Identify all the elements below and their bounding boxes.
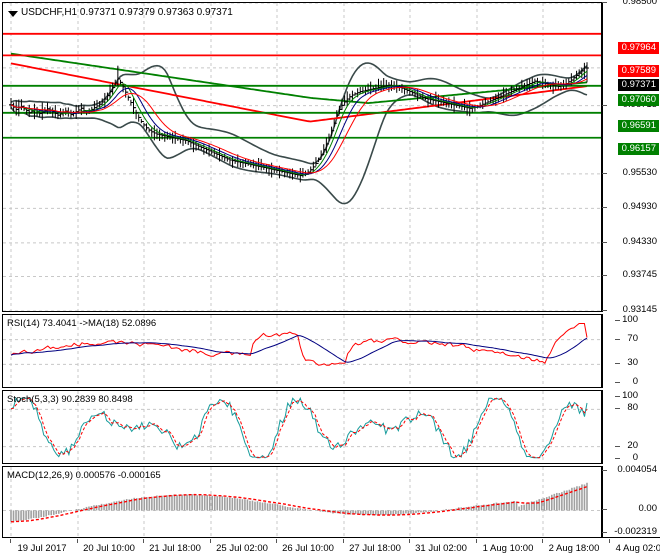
axis-tick xyxy=(602,104,607,106)
rsi-axis-label: 0 xyxy=(632,376,638,387)
axis-tick xyxy=(602,470,607,471)
time-axis-tick xyxy=(210,539,211,543)
symbol-header: USDCHF,H1 0.97371 0.97379 0.97363 0.9737… xyxy=(21,7,233,18)
axis-tick xyxy=(602,275,607,277)
axis-tick xyxy=(615,363,620,365)
rsi-plot xyxy=(3,315,601,387)
price-pane[interactable]: USDCHF,H1 0.97371 0.97379 0.97363 0.9737… xyxy=(2,2,602,312)
axis-tick xyxy=(602,172,607,174)
triangle-down-icon[interactable] xyxy=(8,11,18,17)
axis-tick xyxy=(615,320,620,321)
time-axis-label: 2 Aug 18:00 xyxy=(548,543,600,554)
macd-axis-label: 0.004054 xyxy=(617,464,657,475)
stochastic-chart-svg xyxy=(3,391,601,463)
price-axis-label: 0.93745 xyxy=(622,269,657,281)
time-axis-tick xyxy=(276,539,277,543)
axis-tick xyxy=(615,458,620,459)
time-axis-label: 26 Jul 10:00 xyxy=(282,543,334,554)
axis-tick xyxy=(615,338,620,340)
time-axis-tick xyxy=(409,539,410,543)
axis-tick xyxy=(615,445,620,447)
time-axis-tick xyxy=(143,539,144,543)
stochastic-axis-label: 80 xyxy=(627,402,638,414)
axis-tick xyxy=(615,408,620,410)
time-axis-label: 1 Aug 10:00 xyxy=(482,543,534,554)
price-axis-label: 0.96715 xyxy=(622,98,657,110)
time-axis-tick xyxy=(77,539,78,543)
macd-axis: 0.004054 0.00 -0.002319 xyxy=(602,464,660,538)
stochastic-axis: 100 80 20 0 xyxy=(602,390,660,464)
time-axis-label: 20 Jul 10:00 xyxy=(83,543,135,554)
rsi-axis-label: 70 xyxy=(627,332,638,344)
axis-tick xyxy=(602,509,607,511)
macd-chart-svg xyxy=(3,467,601,537)
time-axis[interactable]: 19 Jul 2017 20 Jul 10:00 21 Jul 18:00 25 Ju… xyxy=(2,539,660,559)
price-axis[interactable]: 0.98500 0.96715 0.95530 0.94930 0.94330 0.937… xyxy=(602,0,660,315)
time-axis-label: 21 Jul 18:00 xyxy=(149,543,201,554)
time-axis-label: 25 Jul 02:00 xyxy=(216,543,268,554)
time-axis-tick xyxy=(10,539,11,543)
stochastic-plot xyxy=(3,391,601,463)
time-axis-label: 19 Jul 2017 xyxy=(17,543,67,554)
time-axis-label: 27 Jul 18:00 xyxy=(349,543,401,554)
rsi-axis: 100 70 30 0 xyxy=(602,314,660,388)
price-axis-label: 0.98500 xyxy=(622,0,657,7)
axis-tick xyxy=(602,2,607,3)
axis-tick xyxy=(615,382,620,383)
axis-tick xyxy=(602,207,607,209)
price-axis-label: 0.94330 xyxy=(622,235,657,247)
macd-axis-label: 0.00 xyxy=(638,503,658,515)
axis-tick xyxy=(602,310,607,311)
price-axis-label: 0.94930 xyxy=(622,201,657,213)
time-axis-tick xyxy=(609,539,610,543)
axis-tick xyxy=(602,532,607,533)
macd-pane[interactable]: MACD(12,26,9) 0.000576 -0.000165 xyxy=(2,466,602,538)
time-axis-label: 4 Aug 02:00 xyxy=(615,543,660,554)
price-plot xyxy=(3,3,601,311)
macd-plot xyxy=(3,467,601,537)
time-axis-label: 31 Jul 02:00 xyxy=(415,543,467,554)
macd-header: MACD(12,26,9) 0.000576 -0.000165 xyxy=(7,470,161,481)
rsi-axis-label: 100 xyxy=(622,314,638,325)
stochastic-axis-label: 20 xyxy=(627,439,638,451)
axis-tick xyxy=(602,241,607,243)
time-axis-tick xyxy=(476,539,477,543)
stochastic-pane[interactable]: Stoch(5,3,3) 90.2839 80.8498 xyxy=(2,390,602,464)
rsi-chart-svg xyxy=(3,315,601,387)
price-chart-svg xyxy=(3,3,601,311)
time-axis-tick xyxy=(343,539,344,543)
stochastic-header: Stoch(5,3,3) 90.2839 80.8498 xyxy=(7,394,133,405)
time-axis-tick xyxy=(542,539,543,543)
rsi-pane[interactable]: RSI(14) 73.4041 ->MA(18) 52.0896 xyxy=(2,314,602,388)
price-axis-label: 0.95530 xyxy=(622,166,657,178)
rsi-axis-label: 30 xyxy=(627,357,638,369)
axis-tick xyxy=(615,396,620,397)
stochastic-axis-label: 100 xyxy=(622,390,638,401)
stochastic-axis-label: 0 xyxy=(632,452,638,463)
price-axis-label: 0.93145 xyxy=(622,304,657,315)
macd-axis-label: -0.002319 xyxy=(614,526,657,537)
rsi-header: RSI(14) 73.4041 ->MA(18) 52.0896 xyxy=(7,318,157,329)
